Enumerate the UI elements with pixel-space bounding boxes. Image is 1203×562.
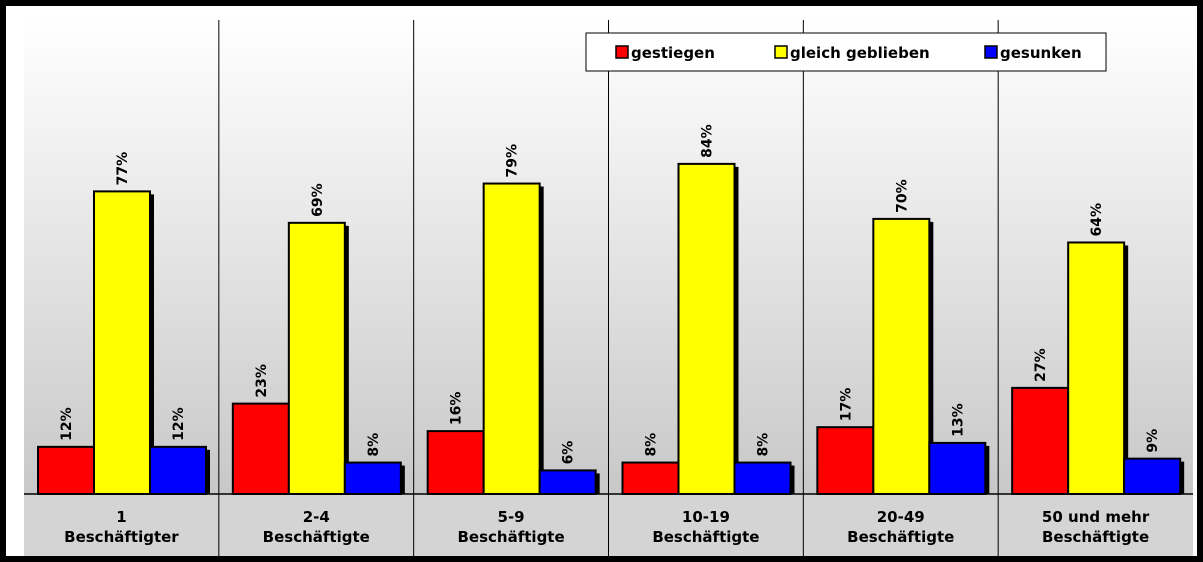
- bar-gesunken: [1123, 457, 1182, 496]
- data-label: 23%: [254, 364, 270, 398]
- category-label: 5-9 Beschäftigte: [458, 508, 565, 546]
- bar-gleich-geblieben: [93, 190, 151, 495]
- data-label: 69%: [310, 183, 326, 217]
- category-label: 50 und mehr Beschäftigte: [1042, 508, 1150, 546]
- legend-label: gestiegen: [631, 44, 715, 62]
- data-label: 13%: [950, 403, 966, 437]
- legend-swatch: [984, 45, 998, 59]
- bar-gestiegen: [37, 445, 95, 495]
- bar-gesunken: [538, 469, 597, 496]
- bar-gesunken: [733, 461, 792, 495]
- bar-gestiegen: [816, 426, 875, 495]
- data-label: 64%: [1089, 203, 1105, 237]
- bar-gesunken: [343, 461, 402, 495]
- bar-gestiegen: [426, 430, 485, 495]
- data-label: 70%: [894, 179, 910, 213]
- bar-gleich-geblieben: [287, 221, 346, 496]
- bar-gestiegen: [231, 402, 290, 495]
- bar-gesunken: [928, 441, 987, 496]
- legend: gestiegen gleich geblieben gesunken: [585, 32, 1107, 72]
- bar-gleich-geblieben: [872, 217, 931, 495]
- bar-gleich-geblieben: [677, 162, 736, 495]
- legend-swatch: [615, 45, 629, 59]
- data-label: 17%: [838, 388, 854, 422]
- data-label: 27%: [1033, 348, 1049, 382]
- data-label: 12%: [59, 407, 75, 441]
- bar-gleich-geblieben: [482, 182, 541, 495]
- data-label: 77%: [115, 152, 131, 186]
- legend-label: gesunken: [1000, 44, 1082, 62]
- legend-swatch: [774, 45, 788, 59]
- data-label: 16%: [449, 392, 465, 426]
- legend-box: [585, 32, 1107, 72]
- bar-gestiegen: [1011, 386, 1070, 496]
- bar-gesunken: [149, 445, 207, 495]
- category-label: 1 Beschäftigter: [64, 508, 179, 546]
- data-label: 84%: [700, 124, 716, 158]
- category-label: 10-19 Beschäftigte: [652, 508, 759, 546]
- legend-label: gleich geblieben: [790, 44, 930, 62]
- data-label: 6%: [561, 441, 577, 465]
- data-label: 12%: [171, 407, 187, 441]
- data-label: 9%: [1145, 429, 1161, 453]
- bar-gestiegen: [621, 461, 680, 495]
- data-label: 79%: [505, 144, 521, 178]
- category-label: 2-4 Beschäftigte: [263, 508, 370, 546]
- data-label: 8%: [756, 433, 772, 457]
- bar-gleich-geblieben: [1067, 241, 1126, 495]
- data-label: 8%: [644, 433, 660, 457]
- category-label: 20-49 Beschäftigte: [847, 508, 954, 546]
- data-label: 8%: [366, 433, 382, 457]
